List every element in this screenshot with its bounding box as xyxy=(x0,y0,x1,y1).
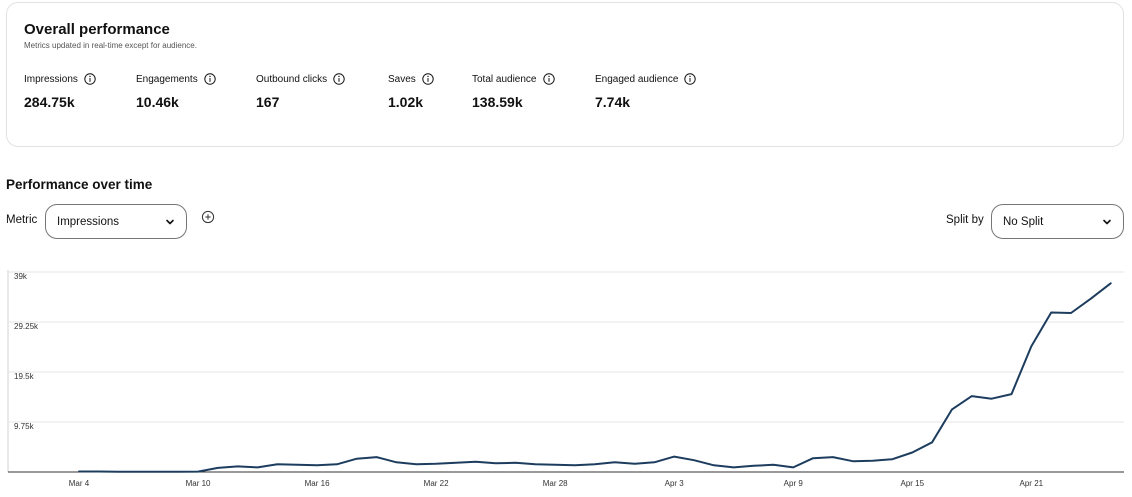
metric-total-audience: Total audience 138.59k xyxy=(472,72,555,110)
split-by-dropdown[interactable]: No Split xyxy=(991,204,1124,239)
x-tick-label: Apr 15 xyxy=(900,479,924,488)
section-title: Performance over time xyxy=(6,177,153,192)
card-subtitle: Metrics updated in real-time except for … xyxy=(24,41,197,50)
metric-value: 1.02k xyxy=(388,94,424,110)
info-icon[interactable] xyxy=(84,73,96,85)
split-by-dropdown-value: No Split xyxy=(1003,215,1044,228)
info-icon[interactable] xyxy=(333,73,345,85)
split-by-label: Split by xyxy=(946,214,984,226)
card-title: Overall performance xyxy=(24,21,170,38)
metric-label: Impressions xyxy=(24,73,78,85)
info-icon[interactable] xyxy=(684,73,697,85)
metric-outbound-clicks: Outbound clicks 167 xyxy=(256,72,345,110)
y-tick-label: 19.5k xyxy=(14,372,35,381)
metric-value: 167 xyxy=(256,94,280,110)
metric-saves: Saves 1.02k xyxy=(388,72,434,110)
metric-label: Engaged audience xyxy=(595,73,679,85)
metric-dropdown[interactable]: Impressions xyxy=(45,204,187,239)
info-icon[interactable] xyxy=(204,73,216,85)
x-tick-label: Apr 3 xyxy=(665,479,685,488)
metric-value: 7.74k xyxy=(595,94,631,110)
metric-label: Saves xyxy=(388,73,416,85)
y-tick-label: 9.75k xyxy=(14,422,35,431)
x-tick-label: Mar 16 xyxy=(305,479,330,488)
metric-value: 284.75k xyxy=(24,94,75,110)
metric-label: Total audience xyxy=(472,73,537,85)
metric-value: 138.59k xyxy=(472,94,523,110)
x-tick-label: Apr 9 xyxy=(784,479,804,488)
metric-value: 10.46k xyxy=(136,94,179,110)
chevron-down-icon xyxy=(1103,219,1111,224)
metric-dropdown-value: Impressions xyxy=(57,215,119,228)
x-tick-label: Mar 22 xyxy=(424,479,449,488)
add-circle-icon[interactable] xyxy=(201,210,215,224)
performance-chart-svg: 9.75k 19.5k 29.25k 39k Mar 4 Mar 10 Mar 16 Mar … xyxy=(7,270,1124,488)
metric-label: Outbound clicks xyxy=(256,73,328,85)
overall-performance-card: Overall performance Metrics updated in r… xyxy=(6,2,1124,147)
info-icon[interactable] xyxy=(422,73,434,85)
chevron-down-icon xyxy=(166,219,174,224)
performance-chart: 9.75k 19.5k 29.25k 39k Mar 4 Mar 10 Mar 16 Mar … xyxy=(0,262,1132,497)
metric-label: Engagements xyxy=(136,73,198,85)
x-tick-label: Mar 4 xyxy=(69,479,90,488)
y-tick-label: 29.25k xyxy=(14,322,39,331)
x-tick-label: Apr 21 xyxy=(1020,479,1044,488)
x-tick-label: Mar 28 xyxy=(543,479,568,488)
metric-select-label: Metric xyxy=(6,214,38,226)
metric-engaged-audience: Engaged audience 7.74k xyxy=(595,72,697,110)
series-line xyxy=(78,282,1112,473)
info-icon[interactable] xyxy=(542,73,555,85)
x-tick-label: Mar 10 xyxy=(186,479,211,488)
metric-impressions: Impressions 284.75k xyxy=(24,72,96,110)
metric-engagements: Engagements 10.46k xyxy=(136,72,216,110)
y-tick-label: 39k xyxy=(14,272,28,281)
